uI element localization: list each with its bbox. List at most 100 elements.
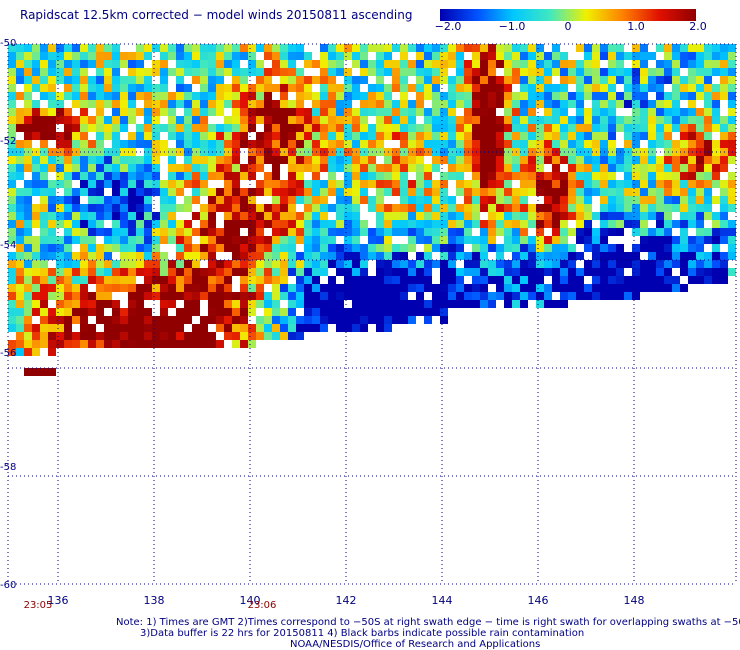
wind-cell bbox=[392, 180, 400, 188]
wind-cell bbox=[168, 52, 176, 60]
wind-cell bbox=[400, 164, 408, 172]
wind-cell bbox=[352, 108, 360, 116]
wind-cell bbox=[456, 236, 464, 244]
wind-cell bbox=[48, 132, 56, 140]
wind-cell bbox=[248, 172, 256, 180]
wind-cell bbox=[112, 132, 120, 140]
wind-cell bbox=[192, 196, 200, 204]
wind-cell bbox=[512, 68, 520, 76]
wind-cell bbox=[24, 180, 32, 188]
wind-cell bbox=[8, 292, 16, 300]
lat-label-54: -54 bbox=[0, 240, 17, 251]
wind-cell bbox=[680, 180, 688, 188]
wind-cell bbox=[352, 284, 360, 292]
wind-cell bbox=[408, 60, 416, 68]
wind-cell bbox=[384, 100, 392, 108]
wind-cell bbox=[88, 180, 96, 188]
wind-cell bbox=[336, 196, 344, 204]
wind-cell bbox=[384, 268, 392, 276]
wind-cell bbox=[488, 68, 496, 76]
wind-cell bbox=[464, 188, 472, 196]
wind-cell bbox=[24, 260, 32, 268]
wind-cell bbox=[120, 164, 128, 172]
wind-cell bbox=[152, 212, 160, 220]
wind-cell bbox=[128, 60, 136, 68]
wind-cell bbox=[584, 156, 592, 164]
wind-cell bbox=[96, 340, 104, 348]
wind-cell bbox=[40, 300, 48, 308]
wind-cell bbox=[440, 140, 448, 148]
wind-cell bbox=[712, 260, 720, 268]
wind-cell bbox=[552, 116, 560, 124]
wind-cell bbox=[296, 268, 304, 276]
wind-cell bbox=[248, 68, 256, 76]
wind-cell bbox=[696, 108, 704, 116]
wind-cell bbox=[608, 132, 616, 140]
wind-cell bbox=[488, 228, 496, 236]
wind-cell bbox=[608, 292, 616, 300]
wind-cell bbox=[16, 68, 24, 76]
wind-cell bbox=[488, 60, 496, 68]
wind-cell bbox=[656, 92, 664, 100]
wind-cell bbox=[416, 140, 424, 148]
lon-label-148: 148 bbox=[623, 594, 645, 607]
wind-cell bbox=[144, 140, 152, 148]
wind-cell bbox=[224, 308, 232, 316]
wind-cell bbox=[224, 196, 232, 204]
wind-cell bbox=[16, 284, 24, 292]
wind-cell bbox=[592, 84, 600, 92]
wind-cell bbox=[8, 268, 16, 276]
wind-cell bbox=[472, 164, 480, 172]
wind-cell bbox=[512, 108, 520, 116]
wind-cell bbox=[120, 60, 128, 68]
wind-cell bbox=[616, 52, 624, 60]
wind-cell bbox=[648, 156, 656, 164]
wind-cell bbox=[248, 188, 256, 196]
wind-cell bbox=[352, 124, 360, 132]
wind-cell bbox=[344, 52, 352, 60]
wind-cell bbox=[24, 164, 32, 172]
wind-cell bbox=[376, 252, 384, 260]
wind-cell bbox=[560, 132, 568, 140]
wind-cell bbox=[672, 252, 680, 260]
wind-cell bbox=[48, 228, 56, 236]
wind-cell bbox=[184, 156, 192, 164]
wind-cell bbox=[216, 268, 224, 276]
wind-cell bbox=[448, 156, 456, 164]
wind-cell bbox=[160, 220, 168, 228]
wind-cell bbox=[128, 228, 136, 236]
wind-cell bbox=[184, 236, 192, 244]
wind-cell bbox=[600, 284, 608, 292]
wind-cell bbox=[24, 324, 32, 332]
wind-cell bbox=[320, 108, 328, 116]
wind-cell bbox=[240, 204, 248, 212]
wind-cell bbox=[520, 92, 528, 100]
wind-cell bbox=[416, 276, 424, 284]
wind-cell bbox=[504, 108, 512, 116]
wind-cell bbox=[320, 284, 328, 292]
wind-cell bbox=[328, 244, 336, 252]
wind-cell bbox=[224, 268, 232, 276]
wind-cell bbox=[496, 188, 504, 196]
wind-cell bbox=[280, 92, 288, 100]
wind-cell bbox=[32, 324, 40, 332]
wind-cell bbox=[520, 164, 528, 172]
wind-cell bbox=[136, 212, 144, 220]
wind-cell bbox=[680, 76, 688, 84]
wind-cell bbox=[168, 292, 176, 300]
wind-cell bbox=[568, 60, 576, 68]
wind-cell bbox=[288, 44, 296, 52]
wind-cell bbox=[168, 332, 176, 340]
wind-cell bbox=[600, 268, 608, 276]
wind-cell bbox=[536, 156, 544, 164]
wind-cell bbox=[232, 76, 240, 84]
wind-cell bbox=[696, 196, 704, 204]
wind-cell bbox=[304, 204, 312, 212]
wind-cell bbox=[176, 180, 184, 188]
wind-cell bbox=[40, 164, 48, 172]
wind-cell bbox=[416, 284, 424, 292]
wind-cell bbox=[280, 332, 288, 340]
wind-cell bbox=[32, 108, 40, 116]
wind-cell bbox=[200, 124, 208, 132]
wind-cell bbox=[688, 180, 696, 188]
